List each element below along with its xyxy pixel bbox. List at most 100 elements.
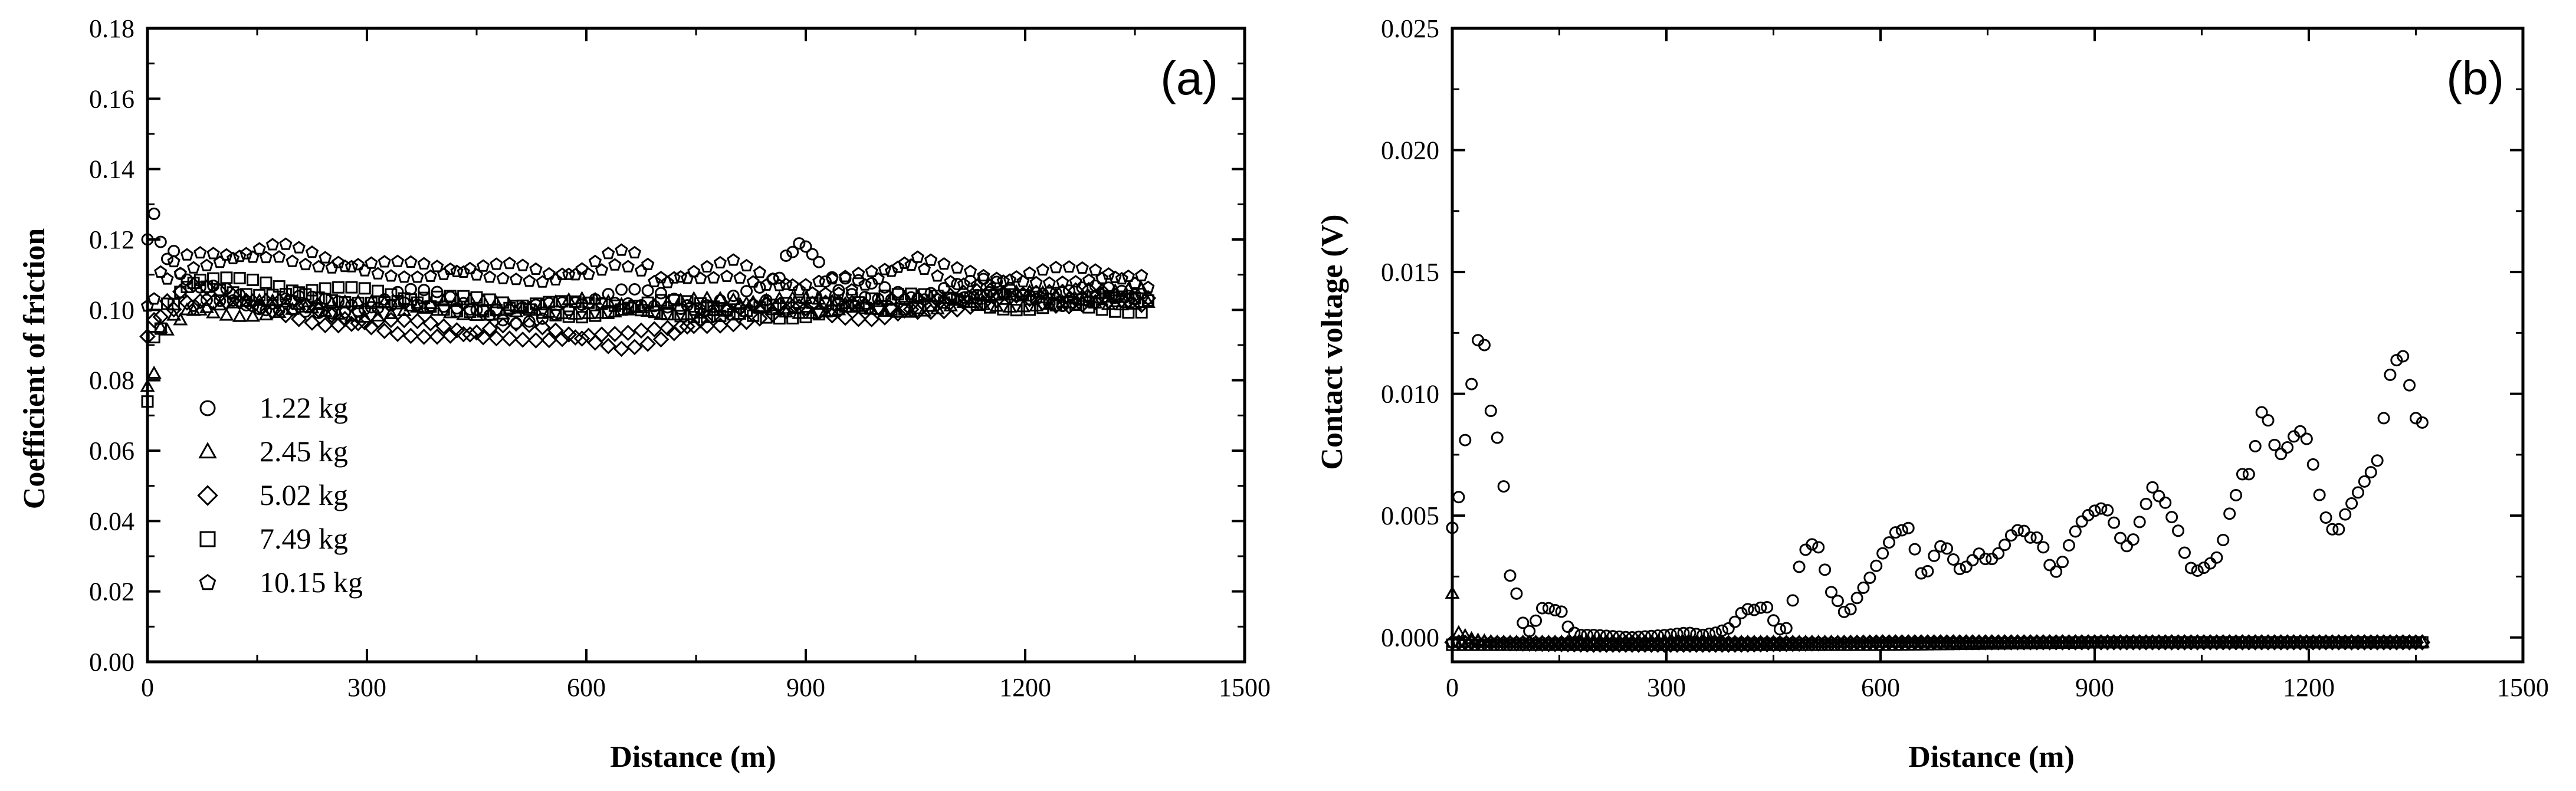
data-point — [1522, 635, 1536, 648]
y-tick-label: 0.02 — [89, 577, 134, 606]
data-point — [654, 294, 667, 307]
data-point — [904, 258, 918, 271]
data-point — [2152, 490, 2165, 503]
data-point — [457, 265, 470, 278]
data-point — [648, 306, 661, 319]
data-point — [2127, 635, 2140, 648]
data-point — [536, 275, 549, 288]
data-point — [1081, 281, 1097, 298]
data-point — [587, 334, 603, 351]
x-tick-label: 1200 — [2283, 673, 2335, 702]
data-point — [701, 310, 714, 323]
data-point — [1069, 275, 1082, 288]
data-point — [845, 300, 858, 313]
data-point — [1735, 638, 1748, 651]
data-point — [1517, 616, 1530, 629]
data-point — [278, 294, 293, 308]
data-point — [383, 311, 399, 329]
data-point — [2050, 565, 2063, 578]
data-point — [220, 271, 233, 284]
data-point — [455, 326, 472, 343]
x-tick-label: 1500 — [2497, 673, 2549, 702]
data-point — [1452, 638, 1465, 651]
data-point — [1465, 638, 1478, 651]
data-point — [2107, 635, 2121, 648]
data-point — [477, 305, 490, 318]
data-point — [812, 255, 825, 268]
data-point — [1619, 635, 1633, 648]
data-point — [1509, 635, 1524, 648]
data-point — [1645, 635, 1658, 648]
data-point — [2024, 531, 2037, 544]
data-point — [2069, 525, 2082, 538]
data-point — [694, 271, 707, 284]
data-point — [1504, 569, 1517, 582]
data-point — [2351, 486, 2364, 499]
data-point — [510, 300, 523, 313]
data-point — [773, 312, 786, 325]
legend-marker-diamond — [197, 485, 218, 506]
data-point — [2158, 635, 2172, 648]
data-point — [713, 291, 728, 304]
data-point — [1703, 638, 1716, 651]
data-point — [417, 257, 431, 270]
data-point — [832, 298, 845, 311]
series-1-22-kg — [1446, 334, 2429, 644]
data-point — [1812, 635, 1825, 648]
data-point — [305, 245, 319, 258]
data-point — [1914, 635, 1928, 648]
data-point — [2396, 635, 2410, 648]
data-point — [1844, 635, 1858, 648]
data-point — [404, 293, 417, 306]
data-point — [521, 300, 537, 314]
data-point — [456, 307, 471, 320]
data-point — [1056, 275, 1069, 288]
data-point — [1028, 284, 1045, 301]
data-point — [1555, 605, 1568, 618]
data-point — [463, 261, 477, 274]
data-point — [2036, 635, 2050, 648]
data-point — [1754, 635, 1767, 648]
data-point — [1741, 603, 1754, 616]
data-point — [2146, 481, 2159, 494]
data-point — [2325, 635, 2339, 648]
panel-b: Contact voltage (V) Distance (m) (b) 0.0… — [1315, 14, 2549, 774]
data-point — [837, 309, 854, 326]
data-point — [602, 288, 615, 301]
data-point — [773, 271, 786, 284]
y-tick-label: 0.04 — [89, 507, 134, 536]
data-point — [871, 272, 885, 285]
data-point — [464, 306, 477, 319]
data-point — [523, 315, 536, 328]
data-point — [1095, 271, 1109, 284]
data-point — [1612, 635, 1626, 648]
data-point — [205, 294, 222, 311]
data-point — [562, 310, 575, 323]
data-point — [1934, 540, 1947, 553]
data-point — [173, 312, 188, 326]
data-point — [589, 309, 602, 322]
data-point — [747, 309, 760, 322]
data-point — [1554, 635, 1568, 648]
data-point — [963, 264, 977, 277]
data-point — [1445, 635, 1459, 648]
y-tick-label: 0.08 — [89, 366, 134, 395]
data-point — [462, 292, 478, 306]
data-point — [1491, 635, 1504, 648]
data-point — [481, 320, 498, 337]
data-point — [356, 314, 373, 331]
data-point — [363, 294, 379, 307]
data-point — [1857, 581, 1870, 594]
data-point — [1115, 290, 1128, 303]
data-point — [470, 268, 484, 281]
data-point — [641, 257, 655, 270]
legend-label-2-45-kg: 2.45 kg — [260, 435, 348, 468]
data-point — [1561, 638, 1574, 651]
data-point — [2088, 635, 2102, 648]
data-point — [1638, 635, 1652, 648]
data-point — [1121, 269, 1136, 283]
data-point — [1535, 635, 1549, 648]
data-point — [1102, 290, 1115, 303]
data-point — [290, 311, 307, 327]
x-tick-label: 1500 — [1219, 673, 1271, 702]
